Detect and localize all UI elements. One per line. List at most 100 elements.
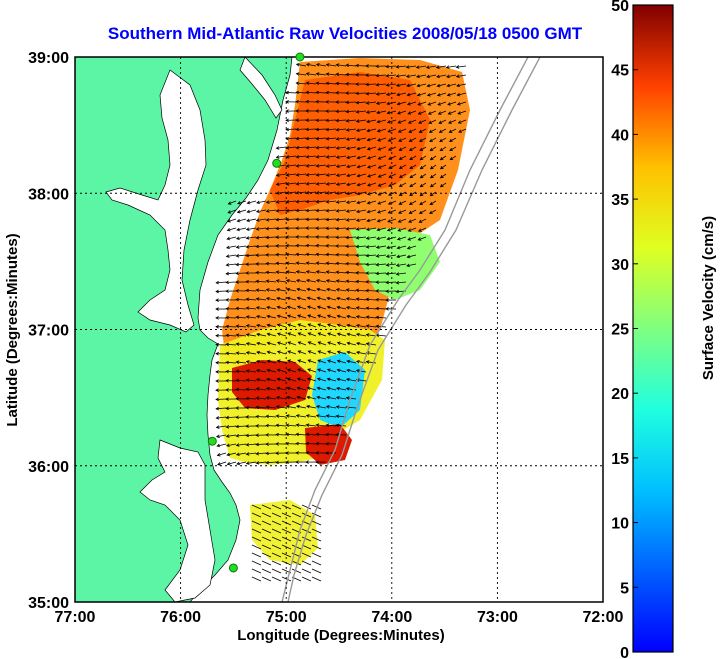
velocity-arrow bbox=[301, 576, 312, 582]
velocity-arrow bbox=[236, 361, 247, 364]
velocity-arrow bbox=[266, 200, 277, 203]
velocity-arrow-head bbox=[315, 208, 320, 213]
velocity-arrow-head bbox=[325, 136, 330, 141]
velocity-arrow bbox=[317, 315, 327, 319]
velocity-arrow-head bbox=[397, 228, 402, 232]
velocity-arrow-head bbox=[445, 74, 450, 79]
velocity-arrow-head bbox=[297, 368, 301, 372]
velocity-arrow-head bbox=[409, 174, 414, 179]
grid-lines bbox=[75, 57, 603, 602]
velocity-arrow-head bbox=[345, 235, 350, 240]
velocity-arrow bbox=[316, 137, 327, 140]
velocity-arrow bbox=[287, 387, 297, 391]
velocity-arrow bbox=[366, 325, 377, 328]
velocity-arrow-head bbox=[355, 288, 360, 293]
velocity-arrow-head bbox=[285, 164, 290, 168]
velocity-arrow bbox=[226, 443, 237, 447]
velocity-arrow bbox=[236, 316, 247, 319]
velocity-arrow-head bbox=[448, 138, 453, 142]
velocity-arrow-head bbox=[375, 280, 379, 284]
y-tick-label: 37:00 bbox=[28, 323, 69, 340]
velocity-arrow-head bbox=[275, 270, 280, 274]
velocity-arrow-head bbox=[346, 155, 350, 160]
velocity-arrow bbox=[287, 332, 297, 337]
velocity-arrow bbox=[228, 209, 237, 214]
velocity-arrow-head bbox=[427, 111, 432, 115]
velocity-arrow bbox=[251, 552, 262, 558]
velocity-arrow-head bbox=[385, 64, 390, 69]
velocity-arrow-head bbox=[335, 226, 339, 231]
velocity-arrow-head bbox=[317, 332, 322, 336]
velocity-arrow-head bbox=[245, 297, 250, 302]
velocity-arrow-head bbox=[395, 280, 400, 285]
velocity-arrow-head bbox=[395, 263, 400, 267]
velocity-arrow-head bbox=[255, 288, 260, 292]
velocity-arrow bbox=[216, 407, 227, 410]
velocity-arrow bbox=[277, 360, 287, 364]
velocity-arrow bbox=[217, 461, 227, 466]
velocity-arrow bbox=[306, 137, 317, 140]
velocity-arrow bbox=[376, 316, 387, 319]
velocity-arrow bbox=[378, 182, 387, 187]
velocity-arrow bbox=[356, 227, 367, 230]
velocity-arrow bbox=[271, 552, 282, 558]
velocity-arrow-head bbox=[346, 377, 350, 382]
velocity-arrow-head bbox=[275, 173, 280, 177]
velocity-arrow bbox=[356, 342, 367, 346]
velocity-arrow bbox=[337, 324, 347, 328]
velocity-arrow bbox=[316, 424, 327, 427]
velocity-arrow bbox=[397, 245, 407, 249]
velocity-arrow bbox=[388, 200, 397, 205]
velocity-arrow-head bbox=[335, 261, 339, 266]
velocity-arrow-head bbox=[398, 147, 403, 151]
velocity-arrow-head bbox=[335, 217, 340, 222]
velocity-arrow-head bbox=[409, 192, 413, 196]
velocity-arrow-head bbox=[235, 254, 240, 258]
velocity-arrow-head bbox=[305, 118, 309, 122]
velocity-arrow bbox=[296, 173, 307, 176]
velocity-arrow-head bbox=[345, 209, 350, 213]
velocity-arrow bbox=[226, 343, 237, 346]
velocity-arrow bbox=[429, 128, 437, 133]
velocity-arrow bbox=[301, 560, 312, 566]
velocity-arrow-head bbox=[276, 350, 281, 354]
velocity-arrow bbox=[246, 334, 257, 337]
velocity-arrow-head bbox=[265, 451, 269, 456]
velocity-arrow bbox=[366, 334, 377, 337]
velocity-arrow bbox=[346, 155, 357, 159]
velocity-arrow bbox=[407, 236, 417, 241]
colorbar-gradient bbox=[632, 4, 674, 653]
velocity-arrow-head bbox=[245, 324, 250, 328]
velocity-arrow bbox=[378, 173, 387, 178]
colorbar-tick-label: 5 bbox=[620, 580, 629, 597]
velocity-arrow-head bbox=[225, 360, 230, 365]
velocity-arrow-head bbox=[225, 388, 229, 392]
velocity-arrow-head bbox=[426, 74, 430, 79]
velocity-arrow-head bbox=[275, 405, 280, 409]
velocity-arrow-head bbox=[355, 297, 360, 301]
velocity-arrow-head bbox=[295, 217, 299, 222]
y-tick-label: 39:00 bbox=[28, 50, 69, 67]
velocity-arrow-head bbox=[265, 423, 269, 428]
velocity-arrow-head bbox=[297, 341, 302, 345]
velocity-arrow bbox=[277, 333, 287, 337]
velocity-arrow bbox=[296, 191, 307, 194]
velocity-arrow-head bbox=[226, 452, 231, 457]
velocity-arrow bbox=[346, 119, 357, 122]
velocity-arrow bbox=[317, 378, 327, 382]
velocity-arrow bbox=[296, 91, 307, 94]
velocity-arrow-head bbox=[307, 350, 312, 354]
velocity-arrow-head bbox=[366, 147, 371, 151]
velocity-arrow bbox=[326, 200, 337, 203]
velocity-arrow bbox=[407, 254, 417, 258]
velocity-arrow bbox=[256, 333, 267, 337]
velocity-arrow-head bbox=[375, 262, 380, 267]
velocity-arrow-head bbox=[285, 208, 290, 213]
velocity-arrow-head bbox=[346, 182, 350, 187]
velocity-arrow bbox=[291, 504, 302, 510]
velocity-arrow bbox=[366, 316, 377, 319]
velocity-arrow-head bbox=[256, 341, 260, 346]
velocity-arrow bbox=[419, 146, 427, 151]
velocity-arrow-head bbox=[265, 253, 269, 257]
velocity-arrow-head bbox=[325, 405, 330, 409]
